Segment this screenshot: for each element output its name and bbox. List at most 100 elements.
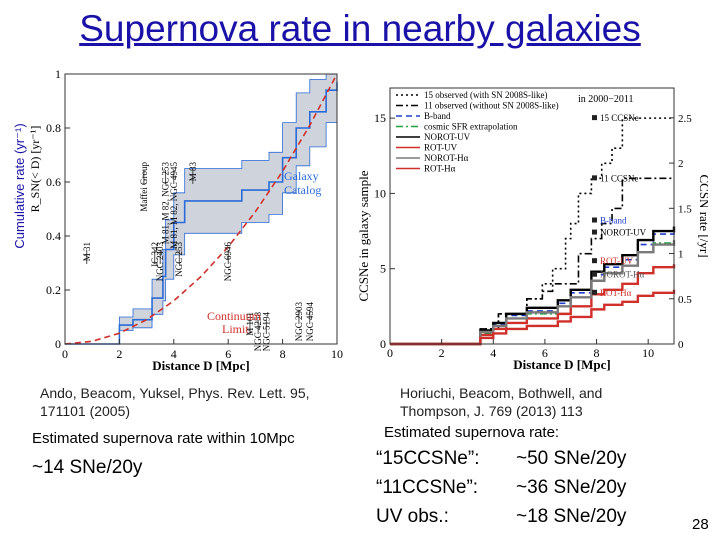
curve-label-continuum: Limit — [222, 322, 249, 336]
end-label: 11 CCSNe — [600, 173, 638, 183]
x-tick-label: 0 — [387, 346, 393, 360]
galaxy-annotation: NGC 253 — [174, 242, 184, 277]
y-right-tick-label: 1 — [678, 249, 684, 261]
curve-label-galaxy-catalog: Catalog — [284, 183, 321, 197]
left-estimate-label: Estimated supernova rate within 10Mpc — [32, 430, 295, 447]
end-label: B-band — [600, 216, 627, 226]
legend-entry: ROT-Hα — [424, 164, 456, 174]
x-tick-label: 8 — [280, 347, 286, 361]
legend-entry: ROT-UV — [424, 143, 458, 153]
left-citation-line-1: Ando, Beacom, Yuksel, Phys. Rev. Lett. 9… — [40, 385, 310, 401]
legend-entry: B-band — [424, 111, 451, 121]
right-citation-line-2: Thompson, J. 769 (2013) 113 — [400, 403, 583, 419]
y-tick-label: 5 — [380, 262, 386, 276]
left-citation-line-2: 171101 (2005) — [40, 403, 131, 419]
legend-entry: cosmic SFR extrapolation — [424, 122, 518, 132]
right-estimate-row-value: ~18 SNe/20y — [516, 506, 627, 527]
series-line — [390, 117, 674, 345]
galaxy-annotation: NGC 4258 — [253, 312, 263, 352]
right-estimate-row-label: “11CCSNe”: — [376, 477, 479, 498]
left-chart: 0 2 4 6 8 10 0 0.2 0.4 0.6 0.8 1 Distance D [Mpc] R_S… — [28, 67, 343, 372]
x-axis-label: Distance D [Mpc] — [513, 357, 610, 372]
galaxy-annotation: IC 342 — [150, 242, 160, 267]
x-tick-label: 4 — [490, 346, 496, 360]
left-estimate-value: ~14 SNe/20y — [32, 457, 143, 478]
y-right-tick-label: 0.5 — [678, 294, 692, 306]
end-marker — [592, 271, 597, 277]
y-tick-label: 15 — [374, 111, 386, 125]
end-label: ROT-Hα — [600, 288, 632, 298]
right-estimate-row: “11CCSNe”: ~36 SNe/20y — [376, 477, 626, 499]
x-tick-label: 10 — [331, 347, 343, 361]
galaxy-annotation: M 31 — [82, 242, 92, 261]
right-estimate-row-label: UV obs.: — [376, 506, 449, 527]
right-estimate-row-value: ~50 SNe/20y — [516, 448, 627, 469]
end-label: ROT-UV — [600, 256, 634, 266]
galaxy-annotation: NGC 6946 — [223, 242, 233, 282]
y-tick-label: 0.2 — [46, 283, 61, 297]
end-label: NOROT-UV — [600, 228, 647, 238]
end-marker — [592, 175, 597, 181]
x-tick-label: 6 — [225, 347, 231, 361]
series-continuum-limit — [64, 73, 338, 345]
y-tick-label: 1 — [55, 67, 61, 81]
galaxy-annotation: NGC 4594 — [305, 302, 315, 342]
page-title: Supernova rate in nearby galaxies — [79, 8, 641, 49]
x-tick-label: 10 — [642, 346, 654, 360]
y-tick-label: 10 — [374, 186, 386, 200]
right-estimate-row-label: “15CCSNe”: — [376, 448, 480, 469]
galaxy-annotation: M 81, M 82, NGC 253 — [161, 162, 171, 245]
y-axis-label: CCSNe in galaxy sample — [356, 170, 371, 301]
left-citation: Ando, Beacom, Yuksel, Phys. Rev. Lett. 9… — [40, 384, 310, 420]
y-tick-label: 0.8 — [46, 121, 61, 135]
end-marker — [592, 258, 597, 264]
curve-label-continuum: Continuum — [207, 309, 262, 323]
x-tick-label: 6 — [542, 346, 548, 360]
end-marker — [592, 289, 597, 295]
legend-entry: 15 observed (with SN 2008S-like) — [424, 90, 548, 100]
period-label: in 2000−2011 — [578, 94, 634, 105]
y-tick-label: 0.4 — [46, 229, 61, 243]
galaxy-annotation: NGC 2403 — [155, 242, 165, 282]
y-right-axis-label: CCSN rate [/yr] — [697, 174, 708, 257]
x-axis-label: Distance D [Mpc] — [152, 358, 249, 372]
series-line — [390, 240, 676, 346]
right-estimate-label: Estimated supernova rate: — [384, 424, 560, 441]
series-line — [390, 177, 674, 345]
x-tick-label: 0 — [62, 347, 68, 361]
y-tick-label: 0 — [380, 337, 386, 351]
end-label: 15 CCSNe — [600, 113, 639, 123]
right-citation: Horiuchi, Beacom, Bothwell, and Thompson… — [400, 384, 602, 420]
end-label: NOROT-Hα — [600, 270, 645, 280]
y-axis-label: R_SN(< D) [yr⁻¹] — [28, 126, 42, 213]
end-marker — [592, 217, 597, 223]
series-line — [390, 226, 676, 346]
right-chart: 0 5 10 15 0 0.5 1 1.5 2 2.5 0 2 4 6 8 10 Distance D [Mpc… — [356, 87, 708, 372]
right-estimate-row: “15CCSNe”: ~50 SNe/20y — [376, 448, 626, 470]
x-tick-label: 4 — [171, 347, 177, 361]
curve-label-galaxy-catalog: Galaxy — [284, 169, 319, 183]
series-line — [390, 289, 676, 346]
y-right-tick-label: 2 — [678, 158, 684, 170]
galaxy-annotation: M 81, M 82, NGC 4945 — [169, 162, 179, 249]
y-tick-label: 0 — [55, 337, 61, 351]
legend-entry: NOROT-UV — [424, 132, 471, 142]
legend-entry: 11 observed (without SN 2008S-like) — [424, 101, 559, 111]
plot-frame — [389, 87, 675, 345]
page-number: 28 — [692, 516, 709, 533]
right-estimate-row-value: ~36 SNe/20y — [516, 477, 627, 498]
galaxy-annotation: NGC 2903 — [294, 302, 304, 342]
x-tick-label: 8 — [594, 346, 600, 360]
right-estimate-row: UV obs.: ~18 SNe/20y — [376, 506, 626, 528]
galaxy-annotation: M 83 — [188, 162, 198, 182]
galaxy-annotation: Maffei Group — [139, 162, 149, 212]
end-marker — [592, 115, 597, 121]
right-citation-line-1: Horiuchi, Beacom, Bothwell, and — [400, 385, 603, 401]
y-right-tick-label: 0 — [678, 339, 684, 351]
plot-frame — [64, 73, 338, 345]
y-right-tick-label: 1.5 — [678, 203, 692, 215]
galaxy-annotation: NGC 5194 — [261, 312, 271, 352]
y-tick-label: 0.6 — [46, 175, 61, 189]
end-marker — [592, 229, 597, 235]
galaxy-annotation: M 101 — [245, 312, 255, 336]
